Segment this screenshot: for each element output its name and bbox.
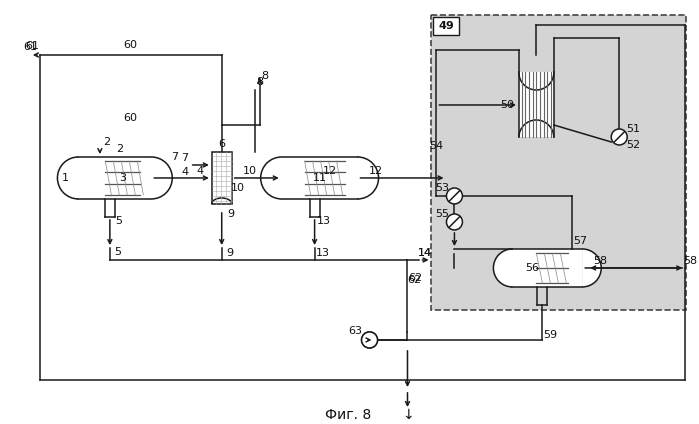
Text: 51: 51 bbox=[626, 124, 640, 134]
Text: 50: 50 bbox=[500, 100, 514, 110]
Text: 4: 4 bbox=[196, 166, 203, 176]
Text: 12: 12 bbox=[368, 166, 382, 176]
Text: 52: 52 bbox=[626, 140, 640, 150]
Text: 62: 62 bbox=[408, 275, 421, 285]
Bar bbox=[433, 17, 459, 35]
Text: 9: 9 bbox=[227, 209, 234, 219]
Text: 59: 59 bbox=[543, 330, 557, 340]
Text: 12: 12 bbox=[322, 166, 337, 176]
Bar bbox=[212, 152, 231, 204]
Wedge shape bbox=[582, 249, 601, 287]
Text: 2: 2 bbox=[103, 137, 110, 147]
Text: 2: 2 bbox=[116, 144, 124, 154]
Text: 54: 54 bbox=[429, 141, 444, 151]
Text: 14: 14 bbox=[417, 248, 431, 258]
Text: 58: 58 bbox=[593, 256, 607, 266]
Wedge shape bbox=[57, 157, 78, 199]
Text: Фиг. 8: Фиг. 8 bbox=[326, 408, 372, 422]
Text: 10: 10 bbox=[243, 166, 257, 176]
Bar bbox=[512, 249, 582, 287]
Bar bbox=[78, 157, 151, 199]
Wedge shape bbox=[493, 249, 512, 287]
Text: 10: 10 bbox=[231, 183, 245, 193]
Text: 62: 62 bbox=[408, 273, 423, 283]
Text: 58: 58 bbox=[683, 256, 697, 266]
Text: 11: 11 bbox=[312, 173, 326, 183]
Text: 5: 5 bbox=[115, 216, 122, 226]
Text: 7: 7 bbox=[181, 153, 188, 163]
Text: 13: 13 bbox=[316, 248, 330, 258]
Text: 9: 9 bbox=[226, 248, 233, 258]
Text: 61: 61 bbox=[25, 41, 39, 51]
Text: 53: 53 bbox=[435, 183, 449, 193]
Text: 49: 49 bbox=[438, 21, 454, 31]
Bar bbox=[212, 152, 231, 204]
Text: 61: 61 bbox=[23, 42, 37, 52]
Text: 13: 13 bbox=[317, 216, 331, 226]
Text: 7: 7 bbox=[171, 152, 178, 162]
Circle shape bbox=[447, 188, 463, 204]
Text: 56: 56 bbox=[526, 263, 540, 273]
Text: 4: 4 bbox=[181, 167, 188, 177]
Wedge shape bbox=[358, 157, 379, 199]
Circle shape bbox=[447, 214, 463, 230]
Text: 8: 8 bbox=[261, 71, 268, 81]
Text: 3: 3 bbox=[120, 173, 127, 183]
Circle shape bbox=[361, 332, 377, 348]
Text: 6: 6 bbox=[218, 139, 225, 149]
Text: 55: 55 bbox=[435, 209, 449, 219]
Text: 63: 63 bbox=[349, 326, 363, 336]
Bar bbox=[431, 15, 686, 310]
Text: 60: 60 bbox=[123, 40, 137, 50]
Text: 5: 5 bbox=[115, 247, 122, 257]
Text: 1: 1 bbox=[62, 173, 69, 183]
Text: 60: 60 bbox=[123, 113, 137, 123]
Text: ↓: ↓ bbox=[402, 408, 413, 422]
Text: 8: 8 bbox=[256, 77, 264, 87]
Bar bbox=[282, 157, 358, 199]
Text: 57: 57 bbox=[573, 236, 587, 246]
Wedge shape bbox=[261, 157, 282, 199]
Bar bbox=[519, 73, 554, 137]
Circle shape bbox=[361, 332, 377, 348]
Text: 14: 14 bbox=[417, 248, 431, 258]
Circle shape bbox=[611, 129, 627, 145]
Wedge shape bbox=[151, 157, 172, 199]
